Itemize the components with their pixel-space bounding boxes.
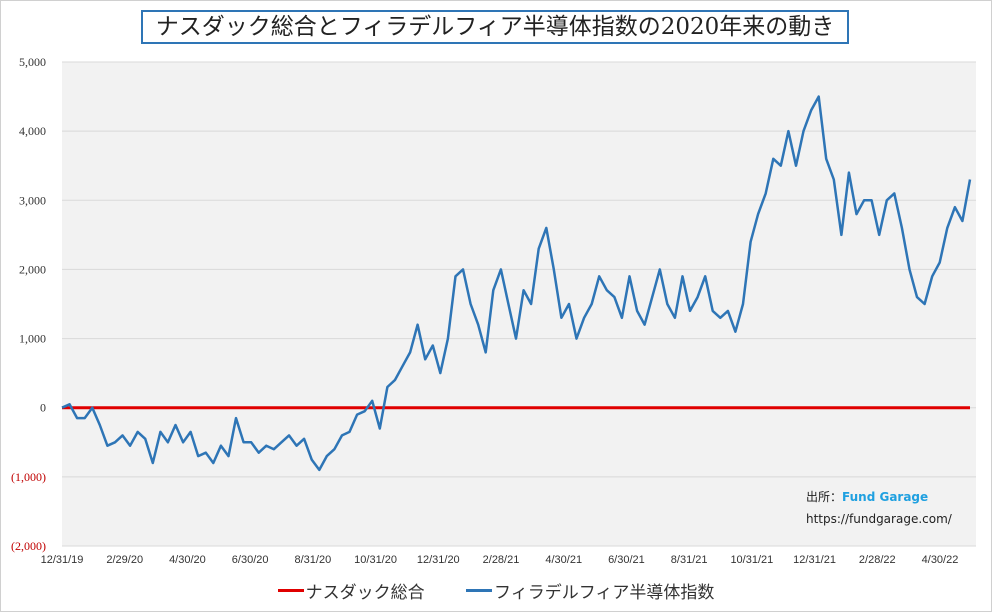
plot-background bbox=[62, 62, 976, 546]
x-tick-label: 12/31/19 bbox=[41, 554, 84, 566]
x-tick-label: 4/30/22 bbox=[922, 554, 959, 566]
legend-item-sox: フィラデルフィア半導体指数 bbox=[466, 578, 714, 603]
legend-item-nasdaq: ナスダック総合 bbox=[277, 578, 425, 603]
y-tick-label: (1,000) bbox=[11, 470, 46, 484]
y-tick-label: 5,000 bbox=[19, 55, 46, 69]
x-tick-label: 12/31/20 bbox=[417, 554, 460, 566]
source-brand: Fund Garage bbox=[842, 490, 929, 504]
x-tick-label: 4/30/21 bbox=[545, 554, 582, 566]
y-tick-label: 2,000 bbox=[19, 262, 46, 276]
x-tick-label: 10/31/20 bbox=[354, 554, 397, 566]
y-tick-label: 0 bbox=[40, 401, 46, 415]
source-note: 出所：Fund Garage https://fundgarage.com/ bbox=[806, 486, 952, 530]
x-tick-label: 2/29/20 bbox=[106, 554, 143, 566]
x-tick-label: 8/31/21 bbox=[671, 554, 708, 566]
legend: ナスダック総合 フィラデルフィア半導体指数 bbox=[0, 577, 992, 603]
x-tick-label: 12/31/21 bbox=[793, 554, 836, 566]
x-tick-label: 2/28/22 bbox=[859, 554, 896, 566]
legend-swatch-sox bbox=[466, 589, 493, 592]
x-tick-label: 6/30/21 bbox=[608, 554, 645, 566]
x-tick-label: 4/30/20 bbox=[169, 554, 206, 566]
source-url: https://fundgarage.com/ bbox=[806, 512, 952, 526]
legend-swatch-nasdaq bbox=[277, 589, 304, 592]
y-tick-label: 3,000 bbox=[19, 193, 46, 207]
x-tick-label: 6/30/20 bbox=[232, 554, 269, 566]
x-tick-label: 2/28/21 bbox=[483, 554, 520, 566]
series-line-sox bbox=[61, 95, 972, 472]
x-tick-label: 10/31/21 bbox=[730, 554, 773, 566]
source-label: 出所： bbox=[806, 490, 843, 504]
y-tick-label: (2,000) bbox=[11, 539, 46, 553]
legend-label-sox: フィラデルフィア半導体指数 bbox=[494, 583, 715, 603]
y-tick-label: 4,000 bbox=[19, 124, 46, 138]
chart-title: ナスダック総合とフィラデルフィア半導体指数の2020年来の動き bbox=[141, 10, 849, 44]
y-tick-label: 1,000 bbox=[19, 332, 46, 346]
legend-label-nasdaq: ナスダック総合 bbox=[305, 583, 425, 603]
x-tick-label: 8/31/20 bbox=[295, 554, 332, 566]
